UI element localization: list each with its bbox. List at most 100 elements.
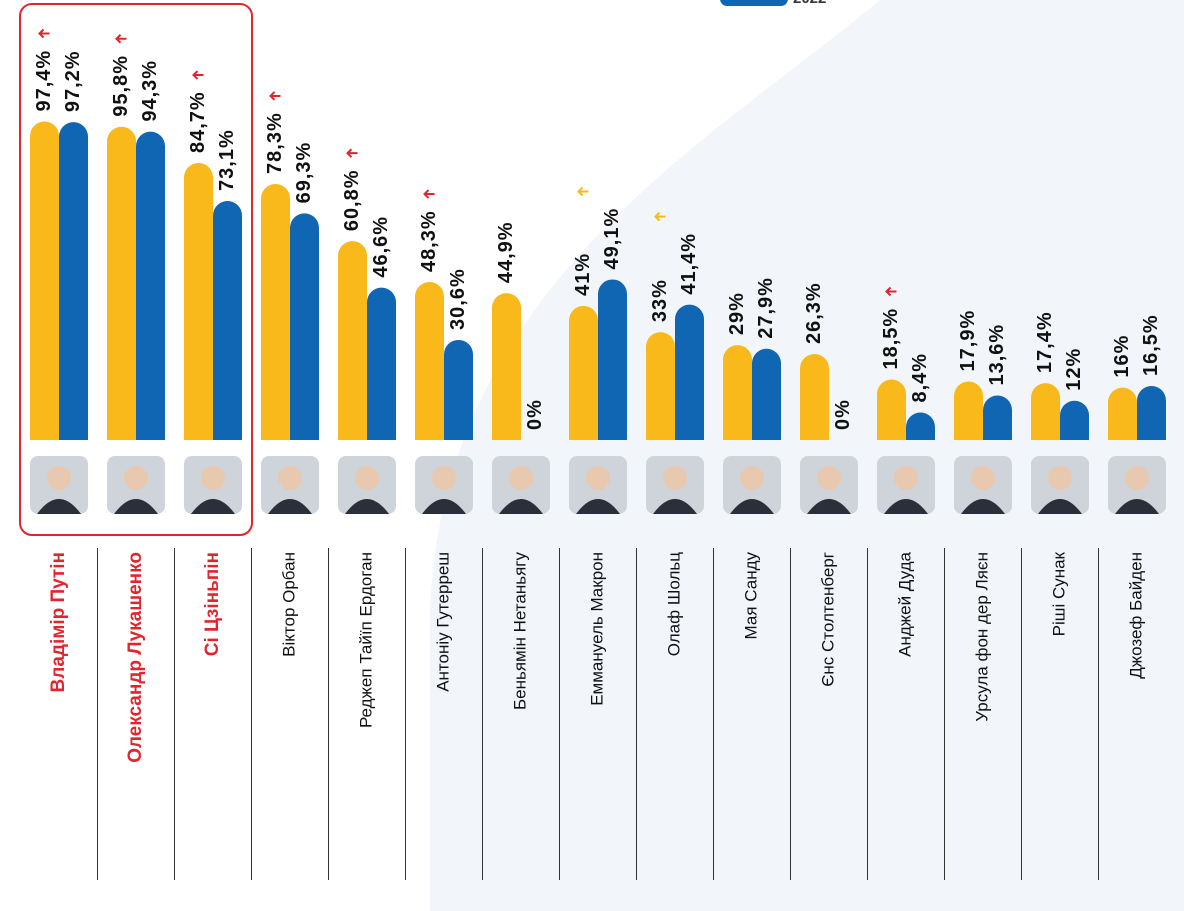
category-label: Ріші Сунак: [1049, 551, 1068, 636]
change-arrow: [348, 149, 358, 157]
category-label: Урсула фон дер Ляєн: [972, 552, 991, 722]
value-label: 17,9%: [957, 310, 979, 372]
photo: [954, 456, 1012, 514]
value-label: 27,9%: [755, 277, 777, 339]
chart: 2022 97,4% 97,2% Владімір Путін 95,8% 94,3% О…: [0, 0, 1184, 911]
photo: [30, 456, 88, 514]
photo-head: [201, 466, 225, 490]
value-label: 26,3%: [803, 282, 825, 344]
value-label: 60,8%: [341, 169, 363, 231]
value-label: 95,8%: [110, 55, 132, 117]
bar: [1137, 386, 1166, 440]
category-label: Єнс Столтенберг: [818, 552, 837, 687]
photo-head: [278, 466, 302, 490]
value-label: 17,4%: [1034, 311, 1056, 373]
bar: [136, 132, 165, 440]
value-label: 44,9%: [495, 221, 517, 283]
photo-head: [1048, 466, 1072, 490]
category-label: Мая Санду: [741, 552, 760, 640]
value-label: 30,6%: [447, 268, 469, 330]
bar: [261, 184, 290, 440]
photo-head: [586, 466, 610, 490]
bar: [646, 332, 675, 440]
category-label: Реджеп Тайїп Ердоган: [356, 552, 375, 728]
background-shape: [430, 0, 1184, 911]
bar: [184, 163, 213, 440]
photo: [107, 456, 165, 514]
photo: [646, 456, 704, 514]
change-arrow: [194, 71, 204, 79]
legend-label: 2022: [793, 0, 826, 7]
value-label: 41%: [572, 253, 594, 296]
category-label: Сі Цзіньпін: [202, 552, 223, 656]
category-label: Еммануель Макрон: [587, 552, 606, 706]
photo-head: [355, 466, 379, 490]
photo: [877, 456, 935, 514]
photo: [800, 456, 858, 514]
value-label: 33%: [649, 279, 671, 322]
bar: [954, 381, 983, 440]
category-label: Владімір Путін: [48, 552, 69, 692]
value-label: 48,3%: [418, 210, 440, 272]
photo: [261, 456, 319, 514]
photo: [1031, 456, 1089, 514]
category-label: Віктор Орбан: [279, 552, 298, 657]
bar: [1060, 401, 1089, 440]
photo-head: [432, 466, 456, 490]
bar: [492, 293, 521, 440]
category-label: Олександр Лукашенко: [125, 552, 146, 763]
photo-head: [47, 466, 71, 490]
category-label: Джозеф Байден: [1126, 552, 1145, 679]
bar: [444, 340, 473, 440]
bar: [290, 213, 319, 440]
legend-swatch: [720, 0, 788, 6]
bar: [367, 288, 396, 440]
photo-head: [817, 466, 841, 490]
value-label: 78,3%: [264, 112, 286, 174]
value-label: 13,6%: [986, 324, 1008, 386]
photo: [723, 456, 781, 514]
photo: [569, 456, 627, 514]
bar: [983, 396, 1012, 440]
photo-head: [124, 466, 148, 490]
change-arrow: [579, 187, 589, 195]
photo-head: [894, 466, 918, 490]
category-label: Антоніу Гутерреш: [433, 552, 452, 692]
photo: [1108, 456, 1166, 514]
photo: [338, 456, 396, 514]
value-label: 16,5%: [1140, 314, 1162, 376]
value-label: 97,4%: [33, 50, 55, 112]
bar: [415, 282, 444, 440]
value-label: 8,4%: [909, 353, 931, 403]
bar: [598, 279, 627, 440]
bar: [30, 122, 59, 440]
category-label: Олаф Шольц: [664, 552, 683, 657]
photo: [492, 456, 550, 514]
category-label: Анджей Дуда: [895, 551, 914, 656]
value-label: 18,5%: [880, 308, 902, 370]
photo-head: [509, 466, 533, 490]
bar: [800, 354, 829, 440]
bar: [1108, 388, 1137, 440]
photo-head: [663, 466, 687, 490]
change-arrow: [425, 190, 435, 198]
bar: [213, 201, 242, 440]
bar: [1031, 383, 1060, 440]
value-label: 97,2%: [62, 50, 84, 112]
bar: [569, 306, 598, 440]
photo: [184, 456, 242, 514]
value-label: 41,4%: [678, 233, 700, 295]
change-arrow: [40, 30, 50, 38]
change-arrow: [271, 92, 281, 100]
bar: [723, 345, 752, 440]
category-label: Беньямін Нетаньягу: [510, 552, 529, 711]
change-arrow: [117, 35, 127, 43]
value-label: 12%: [1063, 348, 1085, 391]
photo-head: [1125, 466, 1149, 490]
value-label: 46,6%: [370, 216, 392, 278]
value-label: 94,3%: [139, 60, 161, 122]
value-label: 0%: [524, 399, 546, 430]
photo-head: [740, 466, 764, 490]
value-label: 73,1%: [216, 129, 238, 191]
value-label: 84,7%: [187, 91, 209, 153]
